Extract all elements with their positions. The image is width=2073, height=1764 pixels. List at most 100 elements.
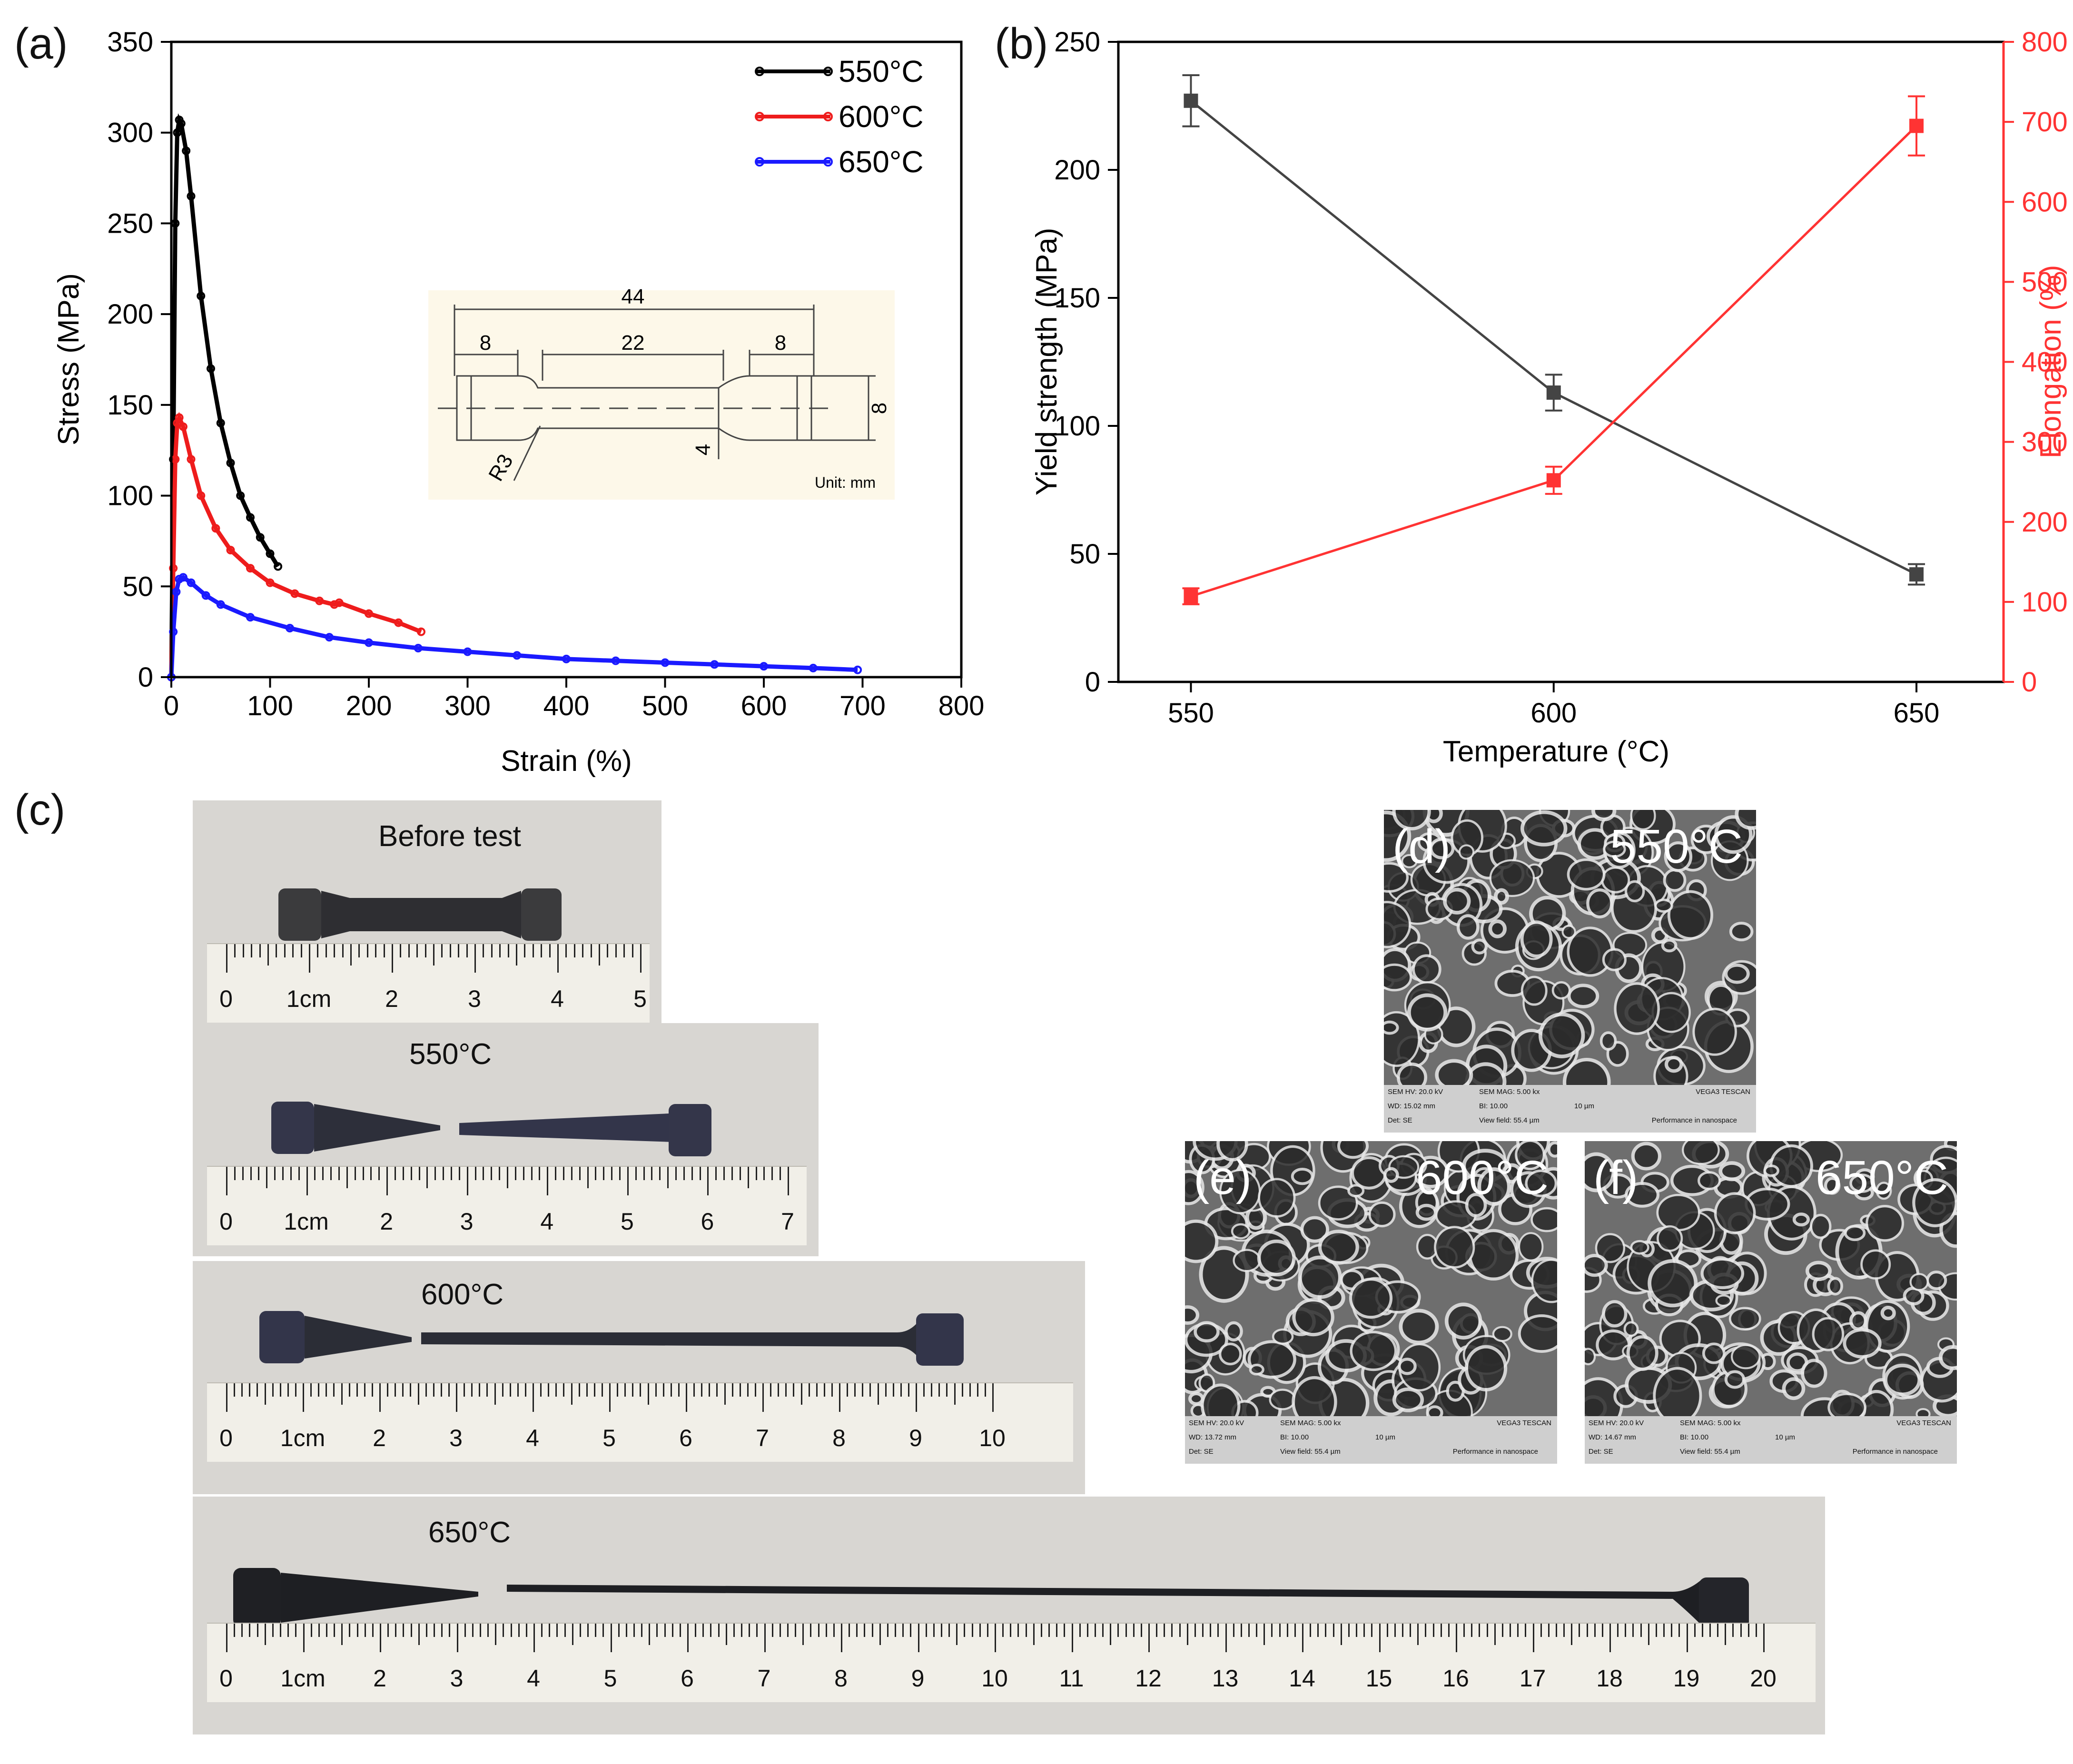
ruler-tick bbox=[1348, 1624, 1350, 1637]
ruler-tick bbox=[383, 944, 385, 957]
sem-dimple bbox=[1518, 1232, 1544, 1261]
ruler-tick bbox=[503, 1624, 504, 1637]
sem-temp-600: 600°C bbox=[1415, 1151, 1549, 1204]
ruler-tick bbox=[334, 944, 336, 957]
x-tick-label: 800 bbox=[938, 690, 985, 721]
data-point-650 bbox=[661, 658, 670, 667]
ruler-tick bbox=[310, 1624, 312, 1637]
sem-dimple bbox=[1849, 1311, 1867, 1331]
ruler-number: 7 bbox=[757, 1665, 771, 1692]
chart-stress-strain: 0 100 200 300 400 500 600 700 800 0 50 100 150 200 250… bbox=[52, 27, 985, 778]
ruler-tick bbox=[793, 1383, 795, 1397]
sem-hv: SEM HV: 20.0 kV bbox=[1189, 1419, 1244, 1427]
ruler-tick bbox=[557, 944, 559, 973]
ruler-tick bbox=[276, 944, 277, 957]
ruler-tick bbox=[502, 1383, 503, 1397]
ruler-tick bbox=[1379, 1624, 1381, 1652]
ruler-number: 16 bbox=[1442, 1665, 1469, 1692]
ruler-number: 8 bbox=[832, 1425, 846, 1451]
sem-view-field: View field: 55.4 µm bbox=[1680, 1448, 1740, 1456]
ruler-tick bbox=[1494, 1624, 1496, 1645]
ruler-tick bbox=[900, 1383, 902, 1397]
ruler-tick bbox=[1179, 1624, 1181, 1637]
sem-brand: VEGA3 TESCAN bbox=[1896, 1419, 1951, 1427]
ruler-number: 0 bbox=[219, 1208, 233, 1235]
legend-a: 550°C 600°C 650°C bbox=[755, 54, 924, 179]
sem-dimple bbox=[1465, 1192, 1487, 1218]
y-tick-label: 0 bbox=[138, 662, 153, 693]
inset-dim-22: 22 bbox=[622, 331, 645, 355]
x-tick-label: 600 bbox=[741, 690, 787, 721]
data-point-650 bbox=[710, 660, 719, 669]
sem-dimple bbox=[1624, 880, 1645, 903]
sem-dimple bbox=[1464, 1345, 1508, 1391]
ruler-tick bbox=[1225, 1624, 1227, 1652]
sem-dimple bbox=[1664, 841, 1693, 872]
panel-label-b: (b) bbox=[995, 20, 1048, 68]
y-tick-label: 350 bbox=[107, 27, 153, 58]
sem-dimple bbox=[1194, 1321, 1220, 1343]
ruler-tick bbox=[1609, 1624, 1611, 1652]
sem-dimple bbox=[1530, 1207, 1557, 1232]
ruler-tick bbox=[226, 1167, 227, 1195]
sem-panel-label-d: (d) bbox=[1392, 820, 1451, 873]
ruler-tick bbox=[555, 1167, 557, 1180]
sem-dimple bbox=[1724, 963, 1750, 984]
ruler-tick bbox=[317, 944, 319, 957]
specimen-fragment-left bbox=[314, 1104, 440, 1152]
ruler-tick bbox=[226, 1624, 227, 1652]
ruler-tick bbox=[495, 1624, 497, 1645]
sem-dimple bbox=[1434, 1226, 1475, 1269]
sem-dimple bbox=[1384, 862, 1409, 893]
sem-dimple bbox=[1782, 1377, 1806, 1400]
specimen-600 bbox=[259, 1311, 964, 1366]
ruler-tick bbox=[1294, 1624, 1296, 1637]
ruler-tick bbox=[795, 1624, 797, 1637]
ruler-number: 1cm bbox=[280, 1425, 326, 1451]
sem-dimple bbox=[1715, 1294, 1732, 1307]
sem-dimple bbox=[1551, 981, 1571, 1000]
ruler-tick bbox=[918, 1624, 919, 1652]
sem-dimple bbox=[1801, 1359, 1827, 1388]
ruler-tick bbox=[925, 1624, 927, 1637]
ruler-tick bbox=[425, 1383, 427, 1397]
ruler-number: 7 bbox=[781, 1208, 794, 1235]
ruler-tick bbox=[715, 1167, 717, 1180]
photo-550: 550°C 0 1cm 2 3 4 5 6 7 bbox=[193, 1023, 819, 1256]
ruler-tick bbox=[257, 1624, 258, 1637]
ruler-tick bbox=[472, 1624, 474, 1637]
ruler-tick bbox=[1548, 1624, 1550, 1637]
sem-dimple bbox=[1602, 948, 1627, 971]
y-tick-label: 50 bbox=[122, 571, 153, 602]
data-point-650 bbox=[463, 647, 472, 656]
ruler-tick bbox=[378, 1167, 380, 1180]
data-point-elongation bbox=[1546, 473, 1561, 488]
specimen-fragment-right bbox=[459, 1114, 673, 1142]
sem-dimple bbox=[1724, 1370, 1746, 1389]
ruler-tick bbox=[603, 1167, 605, 1180]
ruler-tick bbox=[487, 1624, 489, 1637]
ruler-tick bbox=[1532, 1624, 1534, 1652]
sem-bi: BI: 10.00 bbox=[1479, 1102, 1508, 1110]
sem-dimple bbox=[1586, 888, 1613, 919]
ruler-number: 4 bbox=[540, 1208, 554, 1235]
ruler-tick bbox=[525, 1624, 527, 1637]
ruler-tick bbox=[541, 944, 543, 957]
ruler-tick bbox=[1463, 1624, 1465, 1637]
ruler-tick bbox=[1025, 1624, 1027, 1637]
x-axis-label-a: Strain (%) bbox=[501, 745, 632, 778]
data-point-elongation bbox=[1184, 589, 1198, 604]
ruler-tick bbox=[979, 1624, 981, 1637]
ruler-tick bbox=[995, 1624, 996, 1652]
ruler-tick bbox=[510, 1624, 512, 1637]
ruler-tick bbox=[1217, 1624, 1219, 1637]
ruler-tick bbox=[1501, 1624, 1503, 1637]
ruler-tick bbox=[408, 944, 410, 957]
sem-dimple bbox=[1667, 890, 1714, 940]
ruler-tick bbox=[593, 1383, 595, 1397]
ruler-tick bbox=[779, 1624, 781, 1637]
ruler-tick bbox=[565, 944, 567, 957]
ruler-tick bbox=[464, 1624, 466, 1637]
ruler-number: 3 bbox=[468, 985, 481, 1012]
ruler-tick bbox=[771, 1624, 773, 1637]
